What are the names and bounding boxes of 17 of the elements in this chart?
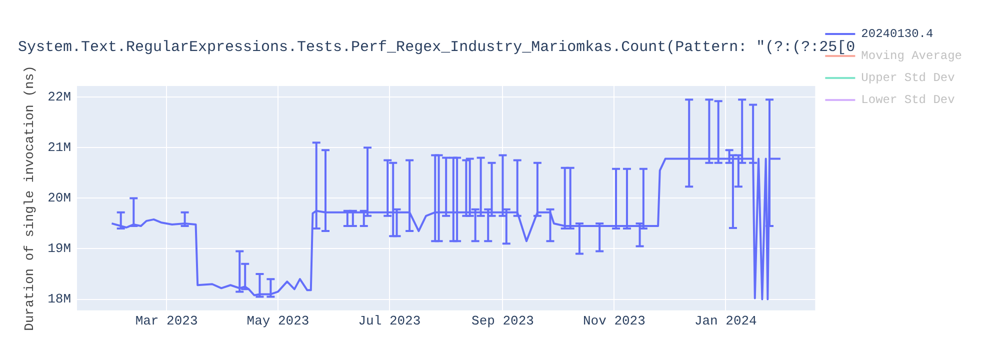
- legend-label: Moving Average: [861, 49, 962, 64]
- legend-label: Upper Std Dev: [861, 71, 955, 86]
- x-tick-label: Sep 2023: [472, 314, 534, 329]
- x-tick-label: Jan 2024: [694, 314, 758, 329]
- x-tick-label: Jul 2023: [358, 314, 421, 329]
- legend-label: 20240130.4: [861, 27, 934, 42]
- y-tick-label: 20M: [48, 190, 72, 206]
- legend-label: Lower Std Dev: [861, 93, 955, 108]
- y-tick-label: 21M: [48, 140, 72, 156]
- y-tick-label: 18M: [48, 292, 72, 307]
- chart-title: System.Text.RegularExpressions.Tests.Perf_Regex_Industry_Mariomkas.Count(Pattern: "(?:(?:25[0: [18, 38, 856, 56]
- y-axis-title: Duration of single invocation (ns): [22, 66, 38, 331]
- x-tick-label: May 2023: [246, 314, 310, 329]
- x-tick-label: Mar 2023: [135, 314, 198, 329]
- x-tick-label: Nov 2023: [582, 314, 646, 329]
- y-tick-label: 22M: [48, 90, 72, 105]
- y-tick-label: 19M: [48, 241, 72, 256]
